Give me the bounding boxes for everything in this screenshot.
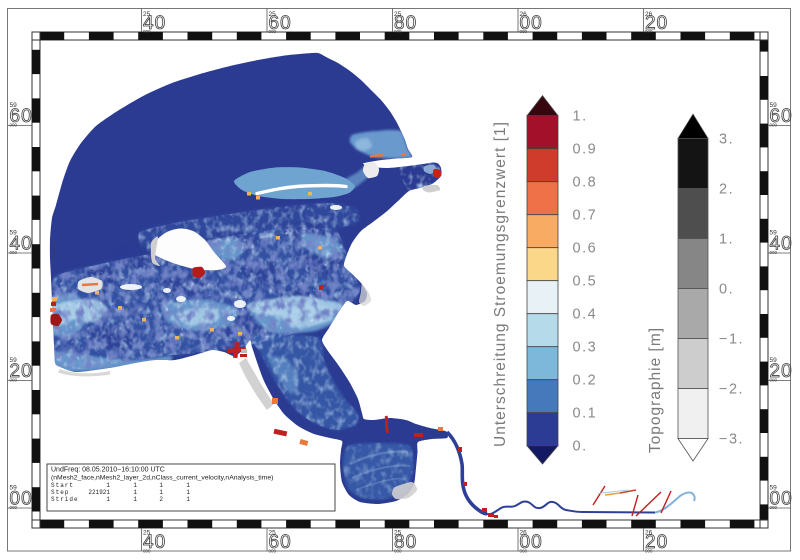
svg-text:0.5: 0.5: [573, 274, 598, 290]
svg-text:0.2: 0.2: [573, 373, 598, 389]
svg-text:000: 000: [10, 250, 18, 255]
svg-text:80: 80: [394, 13, 417, 34]
svg-text:25: 25: [143, 11, 151, 18]
svg-text:1: 1: [106, 496, 110, 503]
svg-text:26: 26: [645, 11, 653, 18]
svg-text:40: 40: [143, 13, 166, 34]
svg-text:59: 59: [770, 102, 778, 109]
svg-text:59: 59: [10, 102, 18, 109]
svg-text:000: 000: [143, 549, 151, 554]
svg-text:00: 00: [520, 13, 543, 34]
svg-text:Stride: Stride: [51, 496, 79, 503]
svg-text:59: 59: [770, 357, 778, 364]
svg-text:00: 00: [520, 532, 543, 553]
svg-text:000: 000: [645, 549, 653, 554]
svg-text:000: 000: [770, 505, 778, 510]
svg-text:000: 000: [520, 549, 528, 554]
svg-text:20: 20: [770, 361, 793, 382]
svg-text:1: 1: [133, 482, 137, 489]
svg-text:60: 60: [269, 532, 292, 553]
svg-text:25: 25: [269, 11, 277, 18]
svg-text:−2.: −2.: [719, 382, 744, 398]
svg-text:Step: Step: [51, 489, 69, 496]
svg-text:0.9: 0.9: [573, 142, 598, 158]
svg-text:000: 000: [520, 29, 528, 34]
svg-text:26: 26: [645, 530, 653, 537]
svg-text:20: 20: [10, 361, 33, 382]
svg-text:26: 26: [520, 530, 528, 537]
svg-text:2.: 2.: [719, 182, 734, 198]
svg-text:1: 1: [186, 482, 190, 489]
svg-text:60: 60: [10, 106, 33, 127]
svg-text:000: 000: [394, 29, 402, 34]
svg-text:59: 59: [770, 230, 778, 237]
svg-text:0.1: 0.1: [573, 406, 598, 422]
svg-text:1: 1: [186, 496, 190, 503]
svg-text:000: 000: [10, 505, 18, 510]
svg-text:1.: 1.: [573, 109, 588, 125]
svg-text:1: 1: [133, 489, 137, 496]
svg-text:000: 000: [394, 549, 402, 554]
svg-text:60: 60: [269, 13, 292, 34]
svg-text:000: 000: [143, 29, 151, 34]
svg-text:−3.: −3.: [719, 432, 744, 448]
svg-text:60: 60: [770, 106, 793, 127]
svg-text:UndFreq: 08.05.2010−16:10:00 U: UndFreq: 08.05.2010−16:10:00 UTC: [51, 467, 165, 474]
svg-text:0.: 0.: [573, 439, 588, 455]
svg-text:000: 000: [10, 123, 18, 128]
svg-text:−1.: −1.: [719, 332, 744, 348]
svg-text:40: 40: [10, 234, 33, 255]
svg-text:40: 40: [770, 234, 793, 255]
svg-text:1: 1: [133, 496, 137, 503]
svg-text:Topographie [m]: Topographie [m]: [647, 327, 664, 453]
svg-text:000: 000: [10, 378, 18, 383]
svg-text:000: 000: [269, 29, 277, 34]
svg-text:1.: 1.: [719, 232, 734, 248]
svg-text:Unterschreitung Stroemungsgren: Unterschreitung Stroemungsgrenzwert [1]: [492, 121, 509, 447]
svg-text:59: 59: [10, 485, 18, 492]
svg-text:59: 59: [770, 485, 778, 492]
svg-text:25: 25: [394, 11, 402, 18]
svg-text:1: 1: [186, 489, 190, 496]
svg-text:000: 000: [770, 378, 778, 383]
svg-text:3.: 3.: [719, 132, 734, 148]
svg-text:Start: Start: [51, 482, 74, 489]
svg-text:0.: 0.: [719, 282, 734, 298]
svg-text:80: 80: [394, 532, 417, 553]
svg-text:000: 000: [645, 29, 653, 34]
svg-text:25: 25: [143, 530, 151, 537]
svg-text:40: 40: [143, 532, 166, 553]
svg-text:(nMesh2_face,nMesh2_layer_2d,n: (nMesh2_face,nMesh2_layer_2d,nClass_curr…: [51, 475, 273, 482]
svg-text:2: 2: [159, 496, 163, 503]
svg-text:00: 00: [770, 489, 793, 510]
svg-text:26: 26: [520, 11, 528, 18]
svg-text:1: 1: [159, 489, 163, 496]
svg-text:0.3: 0.3: [573, 340, 598, 356]
svg-text:25: 25: [394, 530, 402, 537]
svg-text:0.4: 0.4: [573, 307, 598, 323]
svg-text:59: 59: [10, 357, 18, 364]
svg-text:0.8: 0.8: [573, 175, 598, 191]
svg-text:000: 000: [770, 123, 778, 128]
svg-text:1: 1: [159, 482, 163, 489]
svg-text:0.6: 0.6: [573, 241, 598, 257]
svg-text:1: 1: [106, 482, 110, 489]
svg-text:000: 000: [770, 250, 778, 255]
svg-text:59: 59: [10, 230, 18, 237]
svg-text:221921: 221921: [88, 489, 110, 496]
svg-text:20: 20: [645, 13, 668, 34]
svg-text:0.7: 0.7: [573, 208, 598, 224]
svg-text:00: 00: [10, 489, 33, 510]
svg-text:20: 20: [645, 532, 668, 553]
svg-text:25: 25: [269, 530, 277, 537]
svg-text:000: 000: [269, 549, 277, 554]
